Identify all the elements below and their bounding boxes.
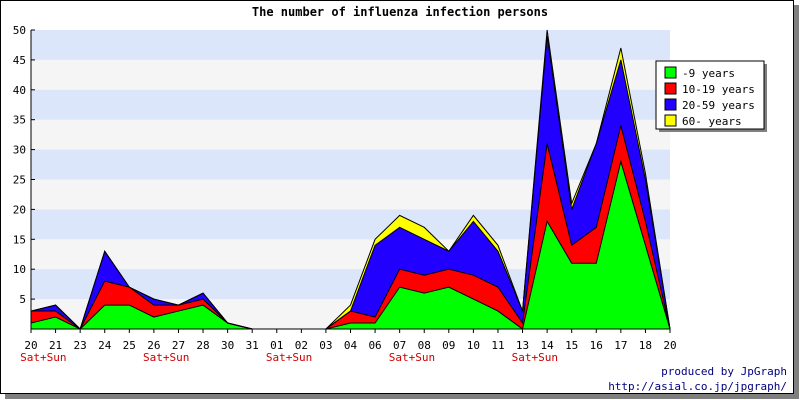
area-series-2 [31,125,670,330]
x-tick-label: 30 [221,339,234,352]
footer-credit: produced by JpGraph [661,365,787,378]
weekend-labels: Sat+Sun Sat+Sun Sat+Sun Sat+Sun Sat+Sun [20,351,558,364]
legend: -9 years 10-19 years 20-59 years 60- years [655,60,767,132]
x-tick-label: 26 [147,339,160,352]
weekend-label: Sat+Sun [266,351,312,364]
x-tick-label: 13 [516,339,529,352]
area-series-1 [31,161,670,329]
x-tick-label: 17 [614,339,627,352]
y-tick-label: 35 [13,114,26,127]
y-tick-label: 50 [13,24,26,37]
y-tick-label: 20 [13,203,26,216]
background-band [31,149,670,180]
x-tick-label: 25 [123,339,136,352]
x-tick-label: 10 [467,339,480,352]
x-tick-label: 04 [344,339,358,352]
x-tick-label: 27 [172,339,185,352]
x-tick-labels: 20 21 23 24 25 26 27 28 30 31 01 02 03 04 06 07 08 09 10 11… [24,339,676,352]
x-tick-label: 20 [663,339,676,352]
x-tick-label: 18 [639,339,652,352]
legend-entry: -9 years [682,67,735,80]
x-tick-label: 14 [540,339,554,352]
chart-title: The number of influenza infection person… [252,5,548,19]
y-tick-label: 30 [13,144,26,157]
y-tick-label: 40 [13,84,26,97]
legend-swatch [664,82,677,95]
weekend-label: Sat+Sun [143,351,189,364]
legend-entry: 20-59 years [682,99,755,112]
x-tick-label: 02 [295,339,308,352]
x-tick-label: 11 [491,339,504,352]
x-tick-label: 28 [196,339,209,352]
weekend-label: Sat+Sun [20,351,66,364]
background-band [31,30,670,60]
x-tick-label: 15 [565,339,578,352]
background-band [31,89,670,120]
footer-url[interactable]: http://asial.co.jp/jpgraph/ [608,380,787,393]
area-outline-1 [30,159,671,330]
y-tick-labels: 5 10 15 20 25 30 35 40 45 50 [13,24,26,306]
legend-swatch [664,66,677,79]
legend-swatch [664,114,677,127]
y-tick-label: 15 [13,233,26,246]
legend-swatch [664,98,677,111]
x-tick-label: 20 [24,339,37,352]
x-tick-label: 09 [442,339,455,352]
y-tick-label: 45 [13,54,26,67]
weekend-label: Sat+Sun [389,351,435,364]
x-tick-label: 06 [368,339,381,352]
x-tick-label: 21 [49,339,62,352]
area-outline-4 [30,29,671,330]
legend-entry: 60- years [682,115,742,128]
y-tick-label: 5 [19,293,26,306]
axes [30,29,671,333]
weekend-label: Sat+Sun [512,351,558,364]
x-tick-label: 24 [98,339,112,352]
y-tick-label: 25 [13,174,26,187]
legend-entry: 10-19 years [682,83,755,96]
stacked-areas [30,29,671,330]
x-tick-label: 31 [246,339,259,352]
x-tick-label: 01 [270,339,283,352]
x-tick-label: 07 [393,339,406,352]
x-tick-label: 16 [590,339,603,352]
x-tick-label: 08 [418,339,431,352]
y-tick-label: 10 [13,263,26,276]
x-tick-label: 23 [74,339,87,352]
x-tick-label: 03 [319,339,332,352]
